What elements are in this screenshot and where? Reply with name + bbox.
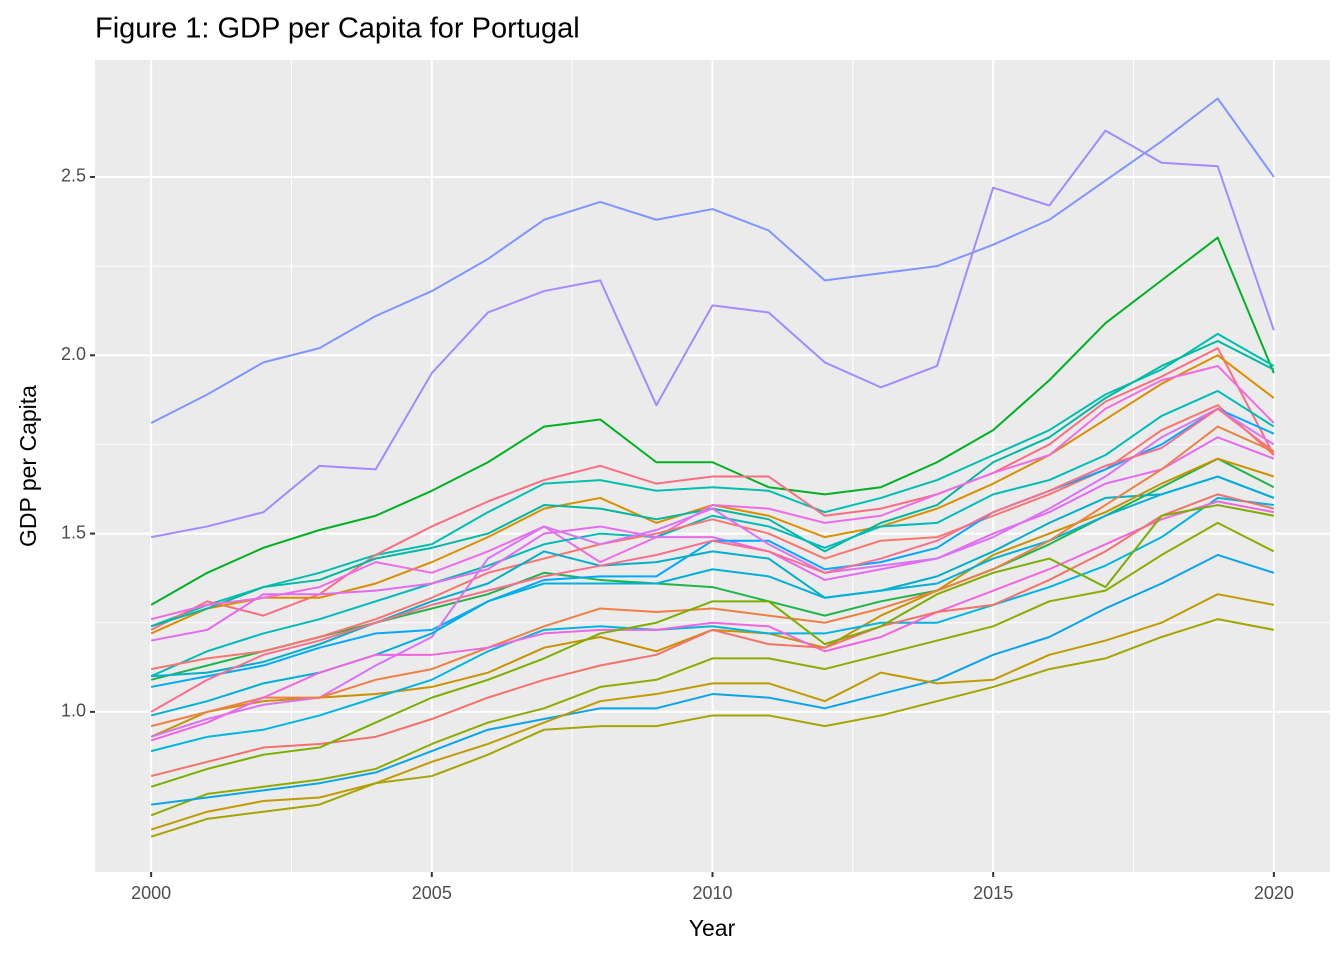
chart-title: Figure 1: GDP per Capita for Portugal	[95, 13, 580, 45]
x-axis-label: Year	[689, 915, 736, 941]
x-tick-label: 2015	[973, 883, 1013, 903]
series-line	[150, 521, 1275, 817]
series-line	[150, 364, 1275, 621]
series-line	[151, 475, 1275, 678]
y-axis-label: GDP per Capita	[15, 385, 41, 547]
series-line	[150, 436, 1275, 642]
series-line	[150, 457, 1275, 681]
series-line	[150, 129, 1275, 539]
series-line	[150, 593, 1275, 831]
series-line	[150, 407, 1275, 738]
series-line	[150, 347, 1275, 631]
series-line	[150, 389, 1275, 678]
series-line	[150, 618, 1275, 838]
x-tick-label: 2000	[131, 883, 171, 903]
y-tick-label: 2.0	[61, 344, 86, 364]
y-tick-label: 2.5	[61, 166, 86, 186]
y-tick-label: 1.0	[61, 701, 86, 721]
x-tick-label: 2005	[412, 883, 452, 903]
x-tick-label: 2010	[692, 883, 732, 903]
series-line	[150, 407, 1275, 713]
series-line	[150, 504, 1275, 788]
x-tick-label: 2020	[1254, 883, 1294, 903]
series-line	[150, 236, 1275, 606]
series-line	[151, 553, 1275, 806]
series-line	[150, 496, 1274, 753]
series-line	[150, 493, 1275, 778]
y-tick-label: 1.5	[61, 522, 86, 542]
series-line	[150, 97, 1275, 424]
series-line	[150, 500, 1275, 742]
series-line	[150, 404, 1275, 671]
series-line	[150, 332, 1275, 628]
series-line	[150, 425, 1275, 728]
